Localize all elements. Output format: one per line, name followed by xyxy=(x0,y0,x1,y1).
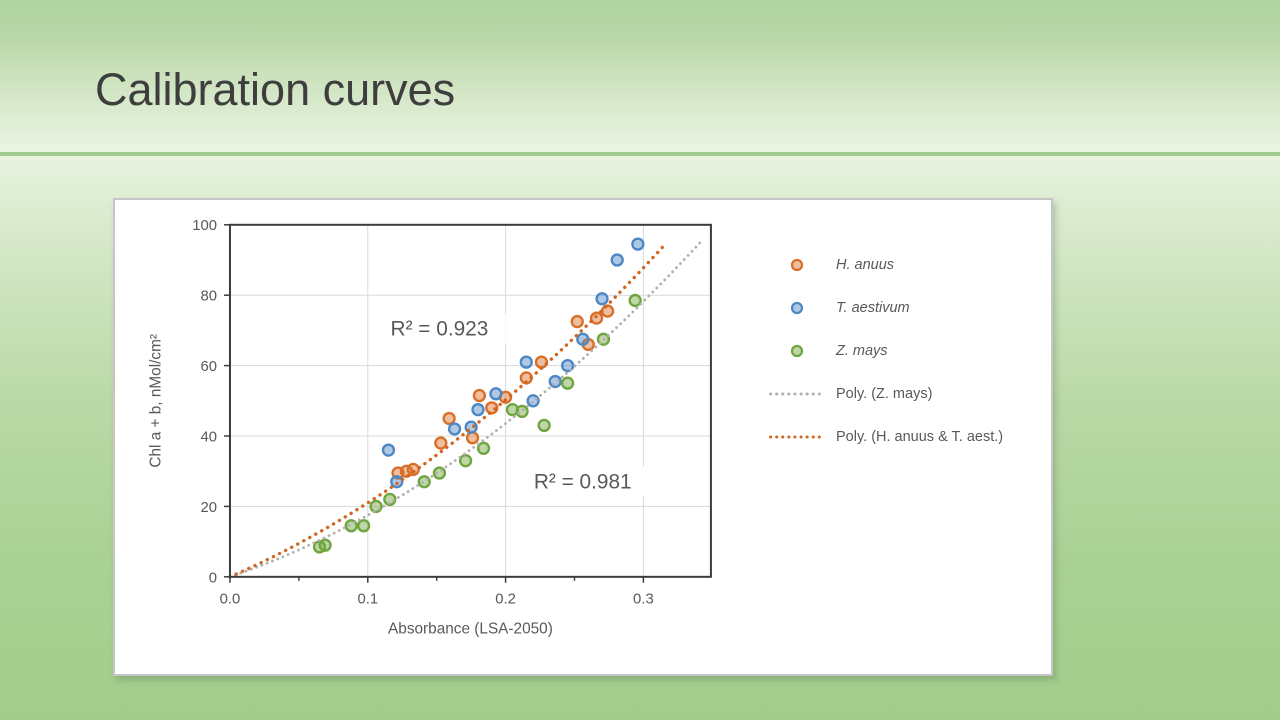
data-point xyxy=(458,454,473,468)
legend-label: Poly. (Z. mays) xyxy=(836,385,933,402)
legend-item: T. aestivum xyxy=(762,286,1047,329)
trendline xyxy=(228,239,703,579)
axis-ticks xyxy=(224,224,645,583)
series-h-anuus xyxy=(391,304,615,480)
calibration-scatter-chart: R² = 0.923 R² = 0.981 0.0 0.1 0.2 0.3 0 20 40 60 8… xyxy=(148,218,712,637)
trendline xyxy=(228,242,668,579)
data-point xyxy=(570,314,584,329)
data-point xyxy=(381,443,396,457)
y-axis-title: Chl a + b, nMol/cm² xyxy=(148,334,165,468)
svg-text:0.2: 0.2 xyxy=(495,592,516,608)
legend-label: Z. mays xyxy=(836,342,888,359)
svg-text:R² = 0.981: R² = 0.981 xyxy=(534,471,632,494)
data-point xyxy=(434,436,448,450)
r-squared-label: R² = 0.923 xyxy=(373,313,506,344)
data-point xyxy=(631,237,645,251)
series-t-aestivum xyxy=(381,237,645,489)
legend-label: H. anuus xyxy=(836,256,895,273)
data-point xyxy=(537,418,551,433)
data-point xyxy=(515,404,529,419)
data-point xyxy=(442,411,456,426)
y-tick-labels: 0 20 40 60 80 100 xyxy=(192,218,217,586)
chart-legend: H. anuus T. aestivum Z. mays Poly. (Z. mays… xyxy=(762,243,1047,458)
legend-item: Poly. (Z. mays) xyxy=(762,372,1047,415)
x-axis-title: Absorbance (LSA-2050) xyxy=(388,620,553,637)
data-point xyxy=(383,492,397,507)
legend-dotted-line-icon xyxy=(762,389,832,399)
data-point xyxy=(595,292,609,306)
svg-text:20: 20 xyxy=(201,500,218,516)
data-point xyxy=(417,475,431,489)
data-point xyxy=(406,462,420,477)
data-point xyxy=(476,441,491,455)
r-squared-label: R² = 0.981 xyxy=(516,466,650,497)
data-point xyxy=(489,387,503,401)
data-point xyxy=(485,401,499,415)
data-point xyxy=(465,431,480,445)
chart-panel: R² = 0.923 R² = 0.981 0.0 0.1 0.2 0.3 0 20 40 60 8… xyxy=(113,198,1053,676)
data-point xyxy=(447,422,462,436)
svg-text:0.1: 0.1 xyxy=(357,592,378,608)
svg-text:0: 0 xyxy=(209,570,217,586)
slide-title: Calibration curves xyxy=(95,64,456,115)
legend-dotted-line-icon xyxy=(762,432,832,442)
data-point xyxy=(390,475,404,489)
data-point xyxy=(471,402,485,417)
legend-label: Poly. (H. anuus & T. aest.) xyxy=(836,428,1004,445)
data-point xyxy=(472,388,487,403)
svg-text:100: 100 xyxy=(192,218,217,234)
legend-item: Poly. (H. anuus & T. aest.) xyxy=(762,415,1047,458)
legend-circle-marker-icon xyxy=(762,343,832,359)
svg-text:0.3: 0.3 xyxy=(633,592,654,608)
data-point xyxy=(519,355,533,369)
data-point xyxy=(318,538,332,552)
data-point xyxy=(357,519,371,533)
data-point xyxy=(534,355,549,369)
legend-item: H. anuus xyxy=(762,243,1047,286)
data-point xyxy=(600,304,615,318)
legend-item: Z. mays xyxy=(762,329,1047,372)
data-point xyxy=(526,394,540,408)
legend-circle-marker-icon xyxy=(762,257,832,273)
svg-text:0.0: 0.0 xyxy=(220,592,241,608)
data-point xyxy=(560,376,575,390)
plot-border xyxy=(228,223,712,578)
svg-text:R² = 0.923: R² = 0.923 xyxy=(391,318,489,341)
data-point xyxy=(576,332,590,346)
svg-text:40: 40 xyxy=(201,429,218,445)
data-point xyxy=(628,293,642,308)
svg-text:60: 60 xyxy=(201,359,218,375)
gridlines xyxy=(229,224,711,577)
svg-text:80: 80 xyxy=(201,289,218,305)
legend-circle-marker-icon xyxy=(762,300,832,316)
data-point xyxy=(610,253,624,267)
title-divider xyxy=(0,152,1280,156)
x-tick-labels: 0.0 0.1 0.2 0.3 xyxy=(220,592,654,608)
series-z-mays xyxy=(312,293,642,554)
data-point xyxy=(369,499,383,514)
legend-label: T. aestivum xyxy=(836,299,910,316)
